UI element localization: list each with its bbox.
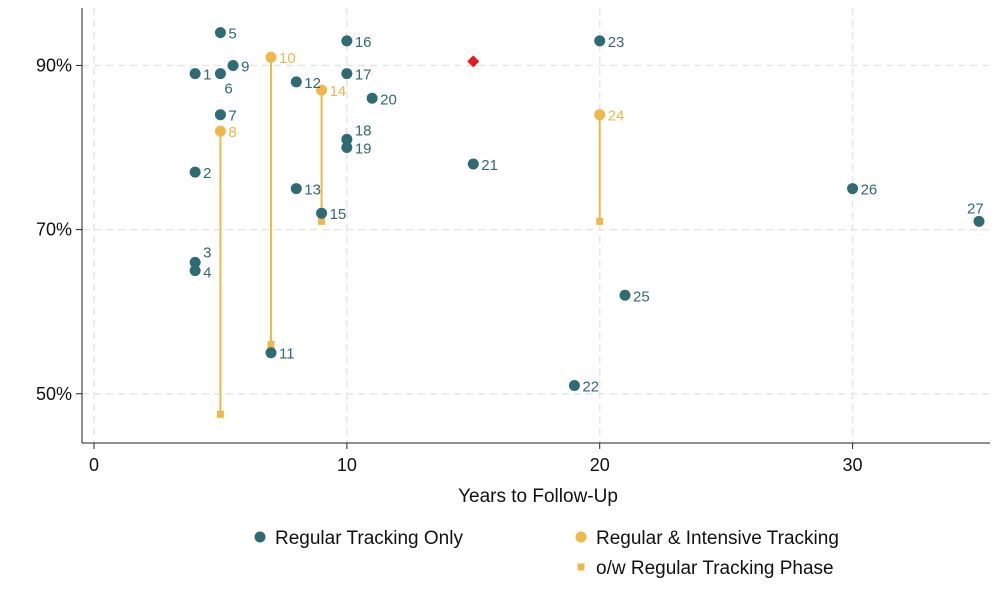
phase-marker	[318, 217, 326, 225]
axes: 0 10 20 30 50% 70% 90%	[36, 8, 990, 475]
regular-point	[265, 347, 277, 359]
point-label: 19	[355, 141, 372, 158]
regular-point	[290, 183, 302, 195]
intensive-point	[316, 84, 328, 96]
point-label: 12	[304, 75, 321, 92]
point-label: 18	[355, 122, 372, 139]
point-label: 4	[203, 265, 211, 282]
highlight-diamond	[467, 55, 480, 68]
point-label: 25	[633, 288, 650, 305]
regular-point	[594, 35, 606, 47]
regular-point	[341, 142, 353, 154]
point-label: 23	[608, 34, 625, 51]
legend-label-regular: Regular Tracking Only	[275, 528, 463, 549]
point-labels: 8101424123456791112131516171819202122232…	[203, 26, 984, 396]
data-series	[189, 27, 985, 418]
intensive-point	[214, 125, 226, 137]
regular-point	[189, 166, 201, 178]
x-tick-label: 20	[590, 455, 610, 475]
intensive-point	[265, 51, 277, 63]
regular-point	[189, 68, 201, 80]
point-label: 21	[481, 157, 498, 174]
point-label: 9	[241, 58, 249, 75]
legend-marker-intensive	[575, 531, 587, 543]
legend-marker-phase	[577, 563, 585, 571]
regular-point	[341, 133, 353, 145]
regular-point	[619, 289, 631, 301]
x-tick-label: 10	[337, 455, 357, 475]
regular-point	[568, 380, 580, 392]
regular-point	[189, 256, 201, 268]
regular-point	[973, 215, 985, 227]
regular-point	[316, 207, 328, 219]
legend: Regular Tracking Only Regular & Intensive…	[254, 528, 839, 579]
point-label: 11	[279, 346, 295, 363]
point-label: 10	[279, 50, 296, 67]
phase-marker	[267, 341, 275, 349]
point-label: 7	[228, 108, 236, 125]
intensive-point	[594, 109, 606, 121]
point-label: 16	[355, 34, 372, 51]
y-tick-label: 50%	[36, 384, 72, 404]
point-label: 13	[304, 182, 321, 199]
regular-point	[341, 35, 353, 47]
point-label: 8	[228, 124, 236, 141]
regular-point	[366, 92, 378, 104]
point-label: 15	[330, 206, 347, 223]
regular-point	[341, 68, 353, 80]
y-tick-label: 70%	[36, 220, 72, 240]
point-label: 2	[203, 165, 211, 182]
y-tick-label: 90%	[36, 55, 72, 75]
legend-marker-regular	[254, 531, 266, 543]
point-label: 1	[203, 67, 211, 84]
x-axis-title: Years to Follow-Up	[458, 486, 618, 507]
regular-point	[290, 76, 302, 88]
regular-point	[214, 109, 226, 121]
regular-point	[214, 27, 226, 39]
grid-lines	[82, 8, 990, 443]
regular-point	[227, 59, 239, 71]
x-tick-label: 30	[843, 455, 863, 475]
legend-label-phase: o/w Regular Tracking Phase	[596, 558, 834, 579]
point-label: 6	[224, 81, 232, 98]
point-label: 26	[861, 182, 878, 199]
x-tick-label: 0	[89, 455, 99, 475]
phase-marker	[216, 410, 224, 418]
point-label: 17	[355, 67, 372, 84]
point-label: 5	[228, 26, 236, 43]
point-label: 14	[330, 83, 347, 100]
point-label: 20	[380, 91, 397, 108]
regular-point	[847, 183, 859, 195]
legend-label-intensive: Regular & Intensive Tracking	[596, 528, 839, 549]
point-label: 22	[582, 379, 599, 396]
regular-point	[467, 158, 479, 170]
phase-marker	[596, 217, 604, 225]
point-label: 27	[967, 200, 984, 217]
point-label: 24	[608, 108, 625, 125]
point-label: 3	[203, 244, 211, 261]
regular-point	[214, 68, 226, 80]
regular-point	[189, 265, 201, 277]
